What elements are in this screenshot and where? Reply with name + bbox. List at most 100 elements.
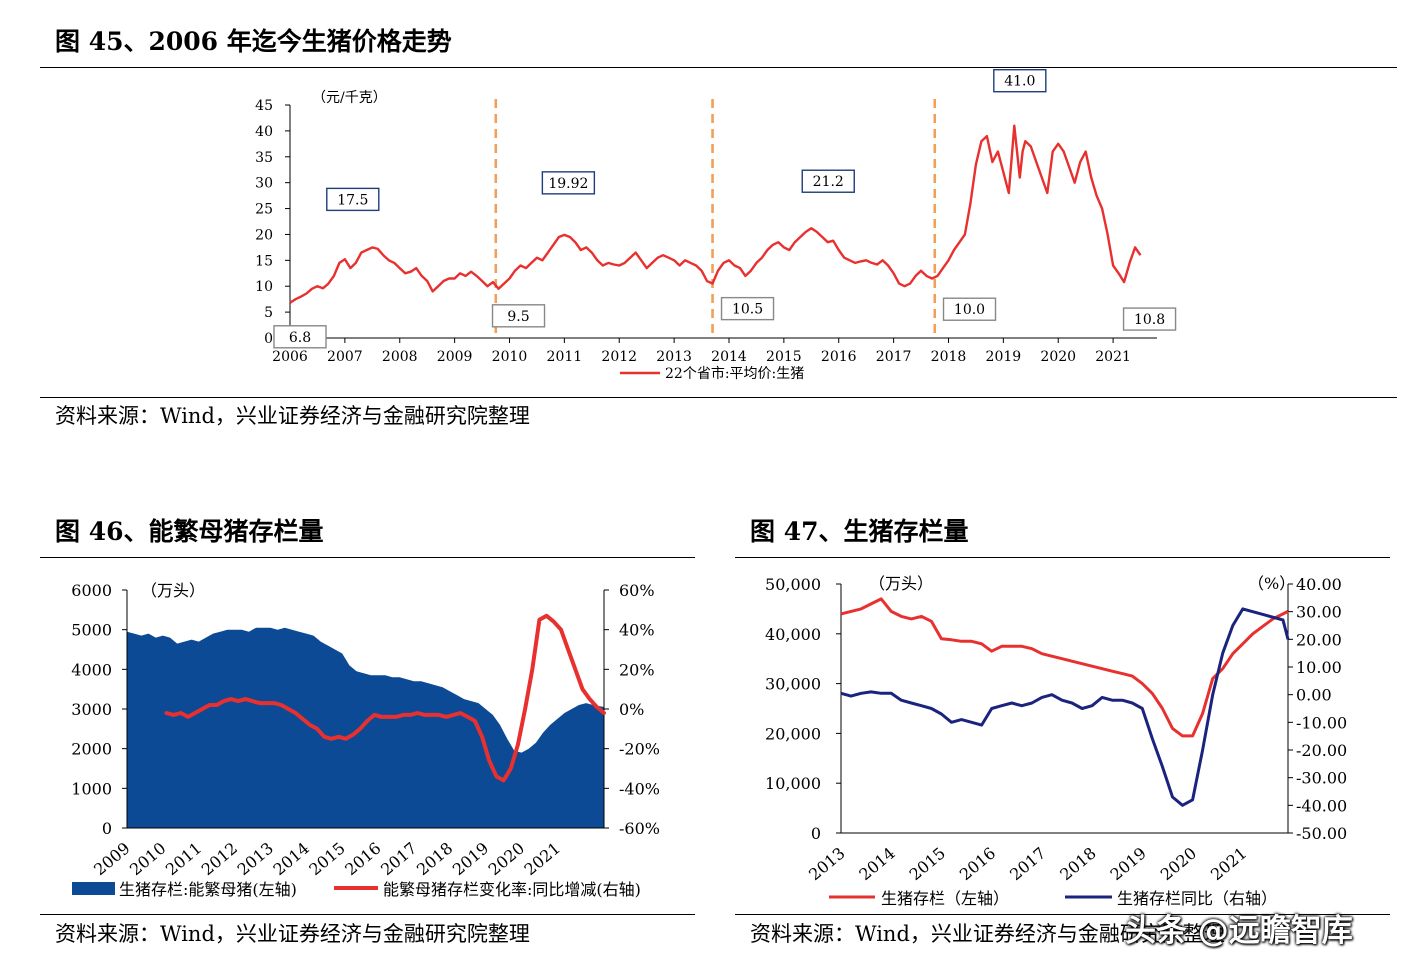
annotation-label: 17.5 <box>337 192 368 208</box>
left-tick-label: 20,000 <box>765 724 821 743</box>
annotation-label: 41.0 <box>1004 74 1035 90</box>
x-tick-label: 2017 <box>876 349 912 365</box>
x-tick-label: 2016 <box>341 839 384 880</box>
x-tick-label: 2006 <box>272 349 308 365</box>
right-tick-label: 40.00 <box>1296 575 1342 594</box>
right-tick-label: -60% <box>619 819 660 838</box>
figure-46-source: 资料来源：Wind，兴业证券经济与金融研究院整理 <box>55 922 530 946</box>
y-tick-label: 30 <box>255 176 273 192</box>
x-tick-label: 2014 <box>269 839 312 880</box>
figure-45-bottom-rule <box>40 397 1397 398</box>
annotation-label: 21.2 <box>813 174 844 190</box>
annotation-label: 6.8 <box>289 330 311 346</box>
x-tick-label: 2018 <box>413 839 456 880</box>
right-tick-label: -20% <box>619 740 660 759</box>
sow-inventory-area <box>127 627 604 828</box>
right-tick-label: -30.00 <box>1296 769 1347 788</box>
x-tick-label: 2012 <box>601 349 637 365</box>
right-tick-label: -40.00 <box>1296 796 1347 815</box>
hog-inventory-line <box>840 597 1289 738</box>
x-tick-label: 2010 <box>492 349 528 365</box>
legend-label-price: 22个省市:平均价:生猪 <box>665 365 804 382</box>
annotation-box <box>801 169 855 193</box>
legend-label-sow: 生猪存栏:能繁母猪(左轴) <box>119 880 297 899</box>
x-tick-label: 2009 <box>437 349 473 365</box>
figure-47-bottom-rule <box>735 914 1390 915</box>
right-tick-label: -20.00 <box>1296 741 1347 760</box>
figure-46-bottom-rule <box>40 914 695 915</box>
y-tick-label: 10 <box>255 279 273 295</box>
y-tick-label: 25 <box>255 202 273 218</box>
left-tick-label: 0 <box>102 819 112 838</box>
annotation-label: 10.0 <box>954 302 985 318</box>
left-tick-label: 0 <box>811 824 821 843</box>
right-tick-label: 40% <box>619 621 655 640</box>
x-tick-label: 2011 <box>162 839 205 880</box>
figure-47-top-rule <box>735 557 1390 558</box>
left-tick-label: 1000 <box>71 779 112 798</box>
y-axis-unit-label: （万头） <box>141 581 205 600</box>
x-tick-label: 2019 <box>449 839 492 880</box>
x-tick-label: 2014 <box>711 349 747 365</box>
annotation-box <box>541 171 596 195</box>
figure-47-chart: 0 10,000 20,000 30,000 40,000 50,000 -50.00 -40… <box>765 574 1347 908</box>
x-tick-label: 2007 <box>327 349 363 365</box>
x-tick-label: 2014 <box>855 844 898 885</box>
watermark: 头条 @远瞻智库 <box>1125 913 1353 949</box>
x-tick-label: 2017 <box>377 839 420 880</box>
x-tick-label: 2016 <box>956 844 999 885</box>
x-tick-label: 2020 <box>485 839 528 880</box>
y-tick-label: 5 <box>264 305 273 321</box>
y-axis-unit-label: （万头） <box>869 574 933 593</box>
figure-47-source: 资料来源：Wind，兴业证券经济与金融研究院整理 <box>750 922 1225 946</box>
right-tick-label: -10.00 <box>1296 713 1347 732</box>
figure-45-top-rule <box>40 67 1397 68</box>
x-tick-label: 2013 <box>656 349 692 365</box>
hog-yoy-line <box>840 607 1290 807</box>
figure-45-title: 图 45、2006 年迄今生猪价格走势 <box>55 27 452 56</box>
x-tick-label: 2011 <box>547 349 583 365</box>
legend-label-yoy: 生猪存栏同比（右轴） <box>1117 889 1277 908</box>
y-tick-label: 20 <box>255 227 273 243</box>
right-tick-label: 10.00 <box>1296 658 1342 677</box>
x-tick-label: 2009 <box>90 839 133 880</box>
figure-45-source: 资料来源：Wind，兴业证券经济与金融研究院整理 <box>55 404 530 428</box>
y-tick-label: 15 <box>255 253 273 269</box>
x-tick-label: 2020 <box>1157 844 1200 885</box>
figure-46-title: 图 46、能繁母猪存栏量 <box>55 517 324 546</box>
left-tick-label: 6000 <box>71 581 112 600</box>
y-tick-label: 35 <box>255 150 273 166</box>
x-tick-label: 2013 <box>234 839 277 880</box>
x-tick-label: 2017 <box>1006 844 1049 885</box>
x-tick-label: 2021 <box>1207 844 1250 885</box>
x-tick-label: 2012 <box>198 839 241 880</box>
right-tick-label: 20.00 <box>1296 630 1342 649</box>
price-series-line <box>289 124 1142 304</box>
x-tick-label: 2021 <box>521 839 564 880</box>
x-tick-label: 2018 <box>931 349 967 365</box>
figure-46-top-rule <box>40 557 695 558</box>
sow-yoy-line <box>164 613 606 783</box>
x-tick-label: 2015 <box>305 839 348 880</box>
left-tick-label: 5000 <box>71 621 112 640</box>
y-tick-label: 0 <box>264 331 273 347</box>
x-tick-label: 2015 <box>906 844 949 885</box>
x-tick-label: 2013 <box>805 844 848 885</box>
legend-swatch-sow <box>72 882 115 895</box>
annotation-box <box>491 304 546 328</box>
annotation-box <box>942 297 997 321</box>
legend-label-inventory: 生猪存栏（左轴） <box>881 889 1009 908</box>
annotation-box <box>1122 307 1177 331</box>
right-tick-label: 0.00 <box>1296 686 1332 705</box>
x-tick-label: 2019 <box>986 349 1022 365</box>
annotation-box <box>273 325 327 349</box>
legend-label-yoy: 能繁母猪存栏变化率:同比增减(右轴) <box>383 880 641 899</box>
y-tick-label: 45 <box>255 98 273 114</box>
annotation-label: 9.5 <box>507 309 529 325</box>
right-tick-label: 30.00 <box>1296 603 1342 622</box>
annotation-label: 10.8 <box>1134 312 1165 328</box>
y-axis-unit-label: （元/千克） <box>312 90 387 106</box>
annotation-label: 10.5 <box>732 302 763 318</box>
right-tick-label: 60% <box>619 581 655 600</box>
x-tick-label: 2018 <box>1056 844 1099 885</box>
